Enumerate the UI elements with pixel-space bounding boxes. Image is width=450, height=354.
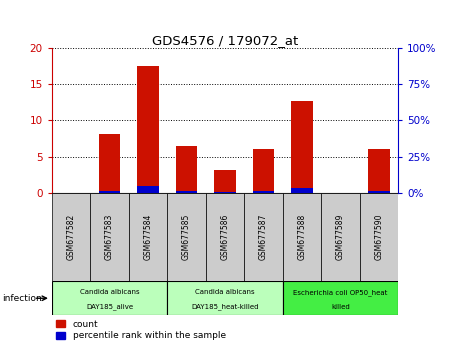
Bar <box>244 193 283 281</box>
Text: DAY185_alive: DAY185_alive <box>86 303 133 310</box>
Text: GSM677586: GSM677586 <box>220 214 230 261</box>
Bar <box>292 188 313 193</box>
Bar <box>253 149 274 193</box>
Text: GSM677582: GSM677582 <box>67 214 76 260</box>
Bar <box>253 192 274 193</box>
Bar <box>167 281 283 315</box>
Text: GSM677587: GSM677587 <box>259 214 268 261</box>
Bar <box>214 170 236 193</box>
Text: GSM677584: GSM677584 <box>144 214 153 261</box>
Bar <box>52 193 90 281</box>
Bar <box>283 281 398 315</box>
Bar <box>52 281 167 315</box>
Text: GSM677583: GSM677583 <box>105 214 114 261</box>
Text: GSM677590: GSM677590 <box>374 214 383 261</box>
Text: GSM677585: GSM677585 <box>182 214 191 261</box>
Bar <box>176 146 197 193</box>
Text: infection: infection <box>2 294 42 303</box>
Bar <box>167 193 206 281</box>
Text: Candida albicans: Candida albicans <box>195 289 255 295</box>
Text: GSM677589: GSM677589 <box>336 214 345 261</box>
Bar <box>137 66 158 193</box>
Bar <box>283 193 321 281</box>
Bar <box>321 193 360 281</box>
Bar <box>129 193 167 281</box>
Text: Escherichia coli OP50_heat: Escherichia coli OP50_heat <box>293 289 388 296</box>
Bar <box>176 191 197 193</box>
Bar <box>206 193 244 281</box>
Text: DAY185_heat-killed: DAY185_heat-killed <box>191 303 259 310</box>
Bar <box>214 192 236 193</box>
Legend: count, percentile rank within the sample: count, percentile rank within the sample <box>56 320 225 340</box>
Text: GSM677588: GSM677588 <box>297 214 306 260</box>
Bar <box>369 149 390 193</box>
Bar <box>99 191 120 193</box>
Bar <box>90 193 129 281</box>
Bar <box>360 193 398 281</box>
Bar <box>292 101 313 193</box>
Text: killed: killed <box>331 304 350 310</box>
Bar <box>369 191 390 193</box>
Bar <box>137 185 158 193</box>
Text: Candida albicans: Candida albicans <box>80 289 140 295</box>
Title: GDS4576 / 179072_at: GDS4576 / 179072_at <box>152 34 298 47</box>
Bar <box>99 134 120 193</box>
